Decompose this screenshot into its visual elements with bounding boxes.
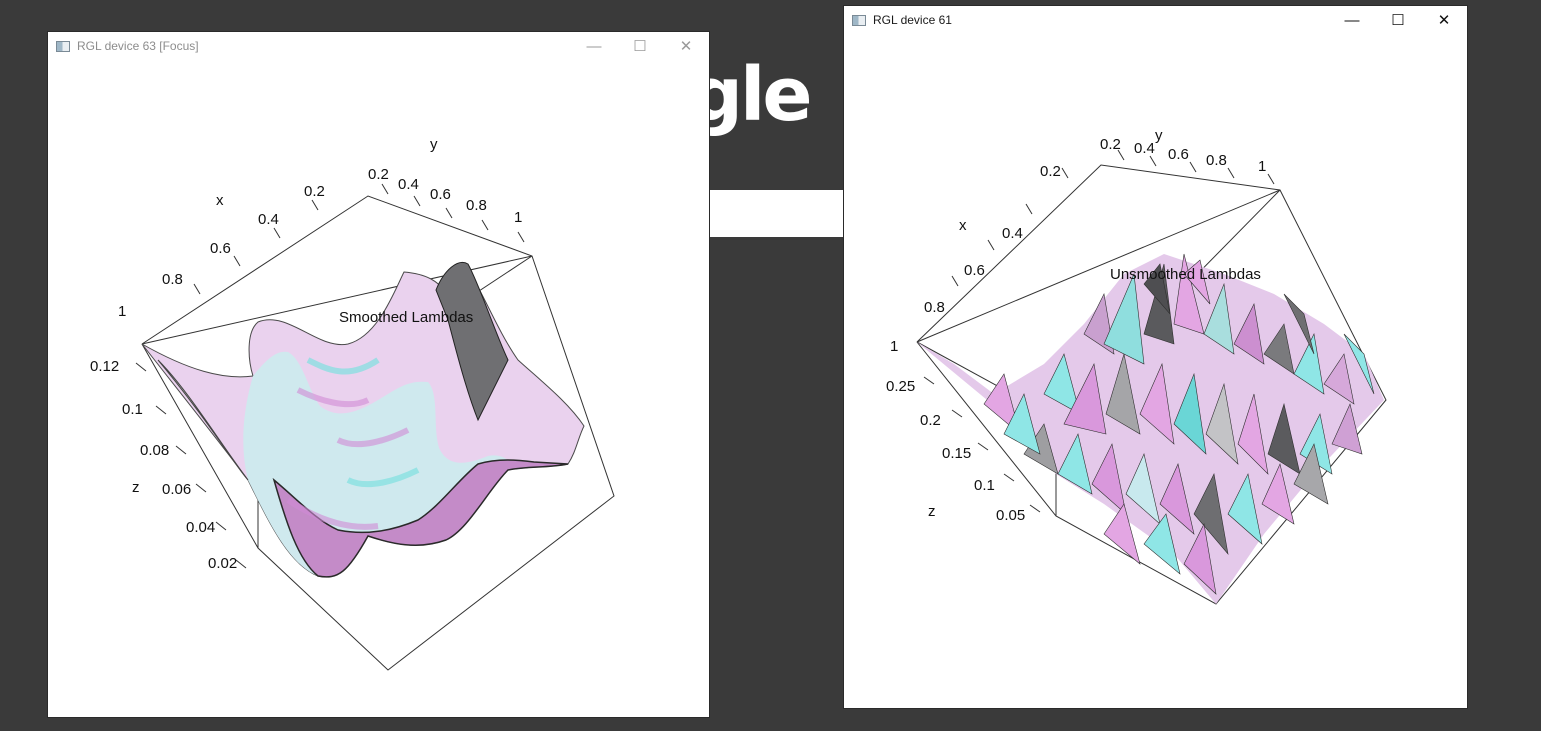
x-tick-label: 0.4 (258, 211, 279, 228)
z-tick-label: 0.1 (974, 477, 995, 494)
y-tick-label: 0.6 (1168, 146, 1189, 163)
y-axis-label: y (430, 136, 438, 153)
rgl-window-smoothed[interactable]: RGL device 63 [Focus] — ☐ ✕ (48, 32, 709, 717)
rgl-app-icon (852, 14, 866, 26)
y-tick-label: 0.2 (1100, 136, 1121, 153)
minimize-icon[interactable]: — (1344, 11, 1360, 29)
z-tick-label: 0.1 (122, 401, 143, 418)
background-search-bar (700, 190, 860, 237)
x-tick-label: 0.8 (162, 271, 183, 288)
x-tick-label: 1 (890, 338, 898, 355)
z-tick-label: 0.06 (162, 481, 191, 498)
z-axis-label: z (132, 479, 140, 496)
z-tick-label: 0.08 (140, 442, 169, 459)
z-tick-label: 0.05 (996, 507, 1025, 524)
y-tick-label: 1 (514, 209, 522, 226)
tick-marks (135, 183, 525, 569)
maximize-icon[interactable]: ☐ (1391, 12, 1405, 29)
rgl-app-icon (56, 40, 70, 52)
window-titlebar[interactable]: RGL device 63 [Focus] — ☐ ✕ (48, 32, 709, 60)
y-tick-label: 0.6 (430, 186, 451, 203)
y-tick-label: 0.4 (398, 176, 419, 193)
close-icon[interactable]: ✕ (1437, 12, 1451, 29)
x-tick-label: 0.2 (1040, 163, 1061, 180)
unsmoothed-surface (917, 253, 1384, 604)
tick-marks (923, 149, 1275, 513)
z-axis-label: z (928, 503, 936, 520)
surface-plot-canvas[interactable]: y x z 0.2 0.4 0.6 0.8 1 0.2 0.4 0.6 0.8 … (48, 60, 709, 717)
x-tick-label: 0.8 (924, 299, 945, 316)
plot-labels: y x z 0.2 0.4 0.6 0.8 1 0.2 0.4 0.6 0.8 … (886, 127, 1266, 524)
z-tick-label: 0.12 (90, 358, 119, 375)
y-tick-label: 0.4 (1134, 140, 1155, 157)
z-tick-label: 0.04 (186, 519, 215, 536)
z-tick-label: 0.2 (920, 412, 941, 429)
x-tick-label: 0.4 (1002, 225, 1023, 242)
x-tick-label: 0.2 (304, 183, 325, 200)
x-axis-label: x (959, 217, 967, 234)
plot-title: Unsmoothed Lambdas (1110, 266, 1261, 283)
z-tick-label: 0.25 (886, 378, 915, 395)
plot-labels: y x z 0.2 0.4 0.6 0.8 1 0.2 0.4 0.6 0.8 … (90, 136, 522, 572)
rgl-window-unsmoothed[interactable]: RGL device 61 — ☐ ✕ (844, 6, 1467, 708)
x-tick-label: 1 (118, 303, 126, 320)
z-tick-label: 0.15 (942, 445, 971, 462)
y-tick-label: 0.8 (1206, 152, 1227, 169)
x-tick-label: 0.6 (210, 240, 231, 257)
maximize-icon[interactable]: ☐ (633, 38, 647, 55)
y-axis-label: y (1155, 127, 1163, 144)
window-titlebar[interactable]: RGL device 61 — ☐ ✕ (844, 6, 1467, 34)
surface-plot-canvas[interactable]: y x z 0.2 0.4 0.6 0.8 1 0.2 0.4 0.6 0.8 … (844, 34, 1467, 708)
x-tick-label: 0.6 (964, 262, 985, 279)
smoothed-surface (141, 262, 585, 578)
y-tick-label: 1 (1258, 158, 1266, 175)
y-tick-label: 0.8 (466, 197, 487, 214)
window-title: RGL device 63 [Focus] (77, 39, 199, 53)
x-axis-label: x (216, 192, 224, 209)
minimize-icon[interactable]: — (586, 37, 602, 55)
plot-title: Smoothed Lambdas (339, 309, 473, 326)
window-title: RGL device 61 (873, 13, 952, 27)
background-logo-text: gle (690, 52, 813, 138)
close-icon[interactable]: ✕ (679, 38, 693, 55)
y-tick-label: 0.2 (368, 166, 389, 183)
z-tick-label: 0.02 (208, 555, 237, 572)
